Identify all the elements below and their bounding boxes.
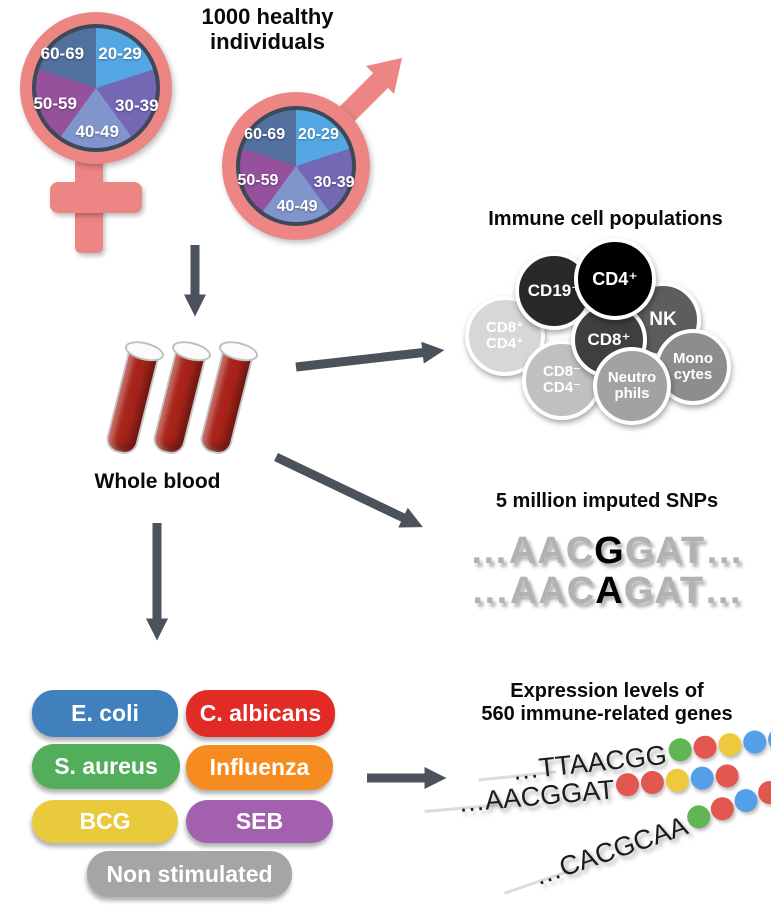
cell-neutrophils: Neutro phils bbox=[593, 347, 671, 425]
snp-title: 5 million imputed SNPs bbox=[495, 490, 719, 512]
cell-cd8neg-cd4neg: CD8⁻ CD4⁻ bbox=[522, 340, 602, 420]
yellow-expression-dot bbox=[664, 768, 690, 794]
female-age-pie-chart: 20-29 30-39 40-49 50-59 60-69 bbox=[32, 24, 160, 152]
blue-expression-dot bbox=[731, 786, 761, 816]
snp-variant-allele: G bbox=[594, 530, 625, 572]
female-cross-horizontal-bar bbox=[50, 182, 142, 213]
age-label-40-49: 40-49 bbox=[75, 122, 119, 142]
age-label-40-49: 40-49 bbox=[276, 198, 318, 216]
age-label-30-39: 30-39 bbox=[115, 96, 159, 115]
age-label-60-69: 60-69 bbox=[40, 44, 85, 64]
arrow-blood-to-snps bbox=[274, 452, 423, 528]
blue-expression-dot bbox=[766, 727, 771, 753]
strand-dots bbox=[665, 727, 771, 770]
male-symbol: 20-29 30-39 40-49 50-59 60-69 bbox=[215, 40, 415, 245]
snp-prefix: …AAC bbox=[470, 570, 596, 612]
cohort-title: 1000 healthy individuals bbox=[201, 4, 334, 54]
stimulus-bcg: BCG bbox=[32, 800, 178, 843]
snp-sequence-reference: …AACGGAT… bbox=[440, 530, 771, 573]
whole-blood-label: Whole blood bbox=[94, 470, 221, 493]
age-label-30-39: 30-39 bbox=[313, 173, 355, 191]
green-expression-dot bbox=[683, 802, 713, 833]
stimulus-s-aureus: S. aureus bbox=[32, 744, 180, 789]
snp-variant-allele: A bbox=[595, 570, 624, 612]
blood-tubes bbox=[95, 335, 275, 465]
red-expression-dot bbox=[714, 763, 740, 789]
stimulus-seb: SEB bbox=[186, 800, 333, 843]
female-symbol: 20-29 30-39 40-49 50-59 60-69 bbox=[18, 8, 178, 258]
gene-expression-strands: …TTAACGG …AACGGAT …CACGCAA bbox=[440, 727, 771, 922]
yellow-expression-dot bbox=[716, 732, 743, 758]
stimulus-influenza: Influenza bbox=[186, 745, 333, 790]
snp-suffix: GAT… bbox=[624, 530, 745, 572]
red-expression-dot bbox=[707, 794, 737, 824]
red-expression-dot bbox=[615, 772, 641, 798]
stimulus-c-albicans: C. albicans bbox=[186, 690, 335, 737]
stimulus-e-coli: E. coli bbox=[32, 690, 178, 737]
age-label-50-59: 50-59 bbox=[33, 93, 77, 113]
snp-prefix: …AAC bbox=[469, 530, 595, 572]
blue-expression-dot bbox=[689, 766, 715, 791]
snp-suffix: GAT… bbox=[623, 570, 744, 612]
stimulus-non-stimulated: Non stimulated bbox=[87, 851, 292, 897]
immune-cell-cluster: CD8⁺ CD4⁺ CD19⁺ CD4⁺ NK CD8⁺ Mono cytes … bbox=[460, 238, 750, 433]
snp-sequence-alternate: …AACAGAT… bbox=[440, 570, 771, 613]
stimulation-conditions: E. coli C. albicans S. aureus Influenza … bbox=[30, 685, 342, 901]
green-expression-dot bbox=[667, 737, 693, 763]
strand-sequence: …CACGCAA bbox=[529, 810, 692, 892]
expression-title: Expression levels of 560 immune-related … bbox=[481, 680, 733, 725]
red-expression-dot bbox=[691, 734, 718, 761]
age-label-20-29: 20-29 bbox=[98, 44, 142, 64]
arrow-blood-to-cells bbox=[295, 341, 445, 372]
age-label-20-29: 20-29 bbox=[297, 125, 339, 143]
age-label-50-59: 50-59 bbox=[237, 171, 279, 189]
immune-cells-title: Immune cell populations bbox=[488, 208, 723, 230]
male-age-pie-chart: 20-29 30-39 40-49 50-59 60-69 bbox=[236, 106, 356, 226]
red-expression-dot bbox=[640, 770, 665, 796]
cell-cd4: CD4⁺ bbox=[574, 238, 656, 320]
blue-expression-dot bbox=[741, 729, 767, 756]
age-label-60-69: 60-69 bbox=[244, 125, 286, 143]
